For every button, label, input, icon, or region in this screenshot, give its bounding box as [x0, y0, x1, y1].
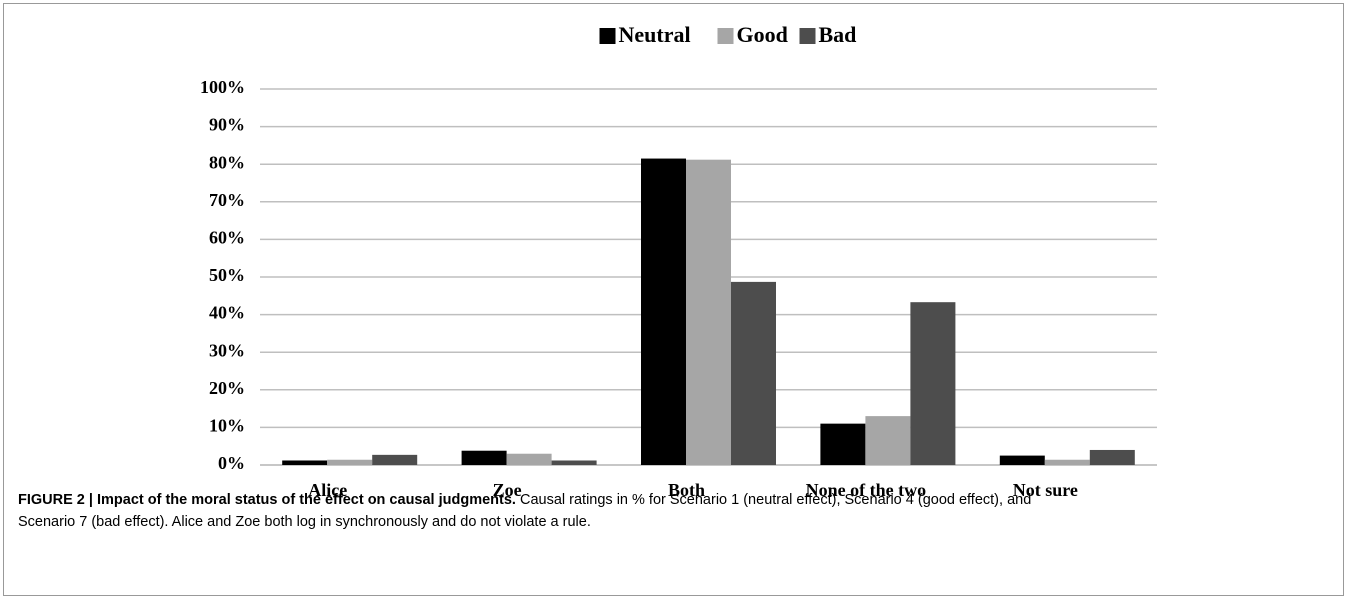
- bar: [282, 460, 328, 465]
- x-tick-label: Zoe: [493, 480, 522, 500]
- y-tick-label: 80%: [209, 152, 245, 172]
- bar: [999, 455, 1045, 465]
- caption-title: FIGURE 2 | Impact of the moral status of…: [18, 492, 516, 508]
- bar: [641, 158, 686, 465]
- y-tick-label: 50%: [209, 265, 245, 285]
- x-tick-label: Both: [668, 480, 705, 500]
- legend-label: Bad: [819, 22, 857, 47]
- legend-swatch: [599, 28, 616, 44]
- y-tick-label: 100%: [200, 77, 245, 97]
- x-tick-label: Not sure: [1013, 480, 1078, 500]
- y-tick-label: 40%: [209, 303, 245, 323]
- bar: [731, 281, 776, 465]
- caption-line: Causal ratings in % for Scenario 1 (neut…: [520, 492, 1031, 508]
- legend-swatch: [799, 28, 816, 44]
- y-tick-label: 0%: [218, 453, 245, 473]
- caption-line: Scenario 7 (bad effect). Alice and Zoe b…: [18, 514, 591, 530]
- bar: [820, 423, 866, 465]
- bar: [461, 450, 507, 465]
- frame: [3, 3, 1344, 596]
- y-tick-label: 20%: [209, 378, 245, 398]
- bar: [865, 416, 911, 465]
- x-tick-label: Alice: [308, 480, 347, 500]
- bar: [327, 459, 373, 465]
- bar: [686, 159, 731, 466]
- y-tick-label: 10%: [209, 416, 245, 436]
- bar: [910, 302, 956, 465]
- x-tick-label: None of the two: [806, 480, 926, 500]
- caption: FIGURE 2 | Impact of the moral status of…: [18, 492, 1031, 508]
- y-tick-label: 30%: [209, 340, 245, 360]
- bar: [551, 460, 597, 465]
- y-tick-label: 90%: [209, 115, 245, 135]
- bar: [372, 454, 418, 465]
- legend-label: Neutral: [619, 22, 691, 47]
- legend-label: Good: [737, 22, 788, 47]
- y-tick-label: 70%: [209, 190, 245, 210]
- legend-swatch: [717, 28, 734, 44]
- y-tick-label: 60%: [209, 228, 245, 248]
- bar: [1044, 459, 1090, 465]
- bar: [1089, 449, 1135, 465]
- bar: [506, 453, 552, 465]
